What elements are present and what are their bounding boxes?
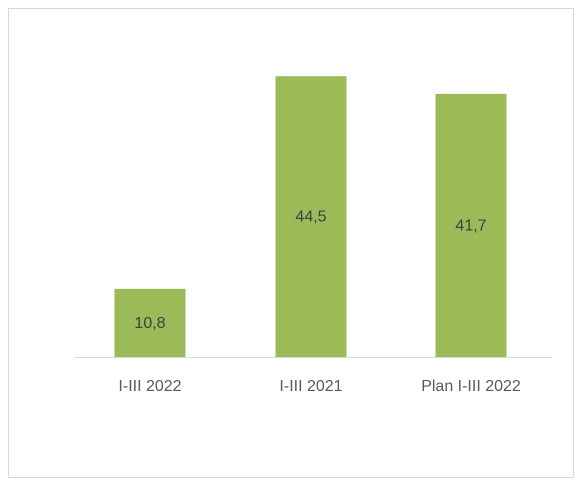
data-label-2: 44,5 [295,209,326,226]
x-tick-label-3: Plan I-III 2022 [421,378,521,395]
data-label-1: 10,8 [134,315,165,332]
bar-2 [275,76,347,357]
data-label-3: 41,7 [455,217,486,234]
x-tick-label-1: I-III 2022 [118,378,181,395]
x-tick-labels-layer: I-III 2022 I-III 2021 Plan I-III 2022 [118,378,520,395]
bar-1 [114,288,186,357]
bars-layer [114,76,507,358]
data-labels-layer: 10,8 44,5 41,7 [134,209,486,332]
x-tick-label-2: I-III 2021 [279,378,342,395]
bar-chart: 10,8 44,5 41,7 I-III 2022 I-III 2021 Plan I-… [74,76,552,395]
bar-3 [435,93,507,358]
